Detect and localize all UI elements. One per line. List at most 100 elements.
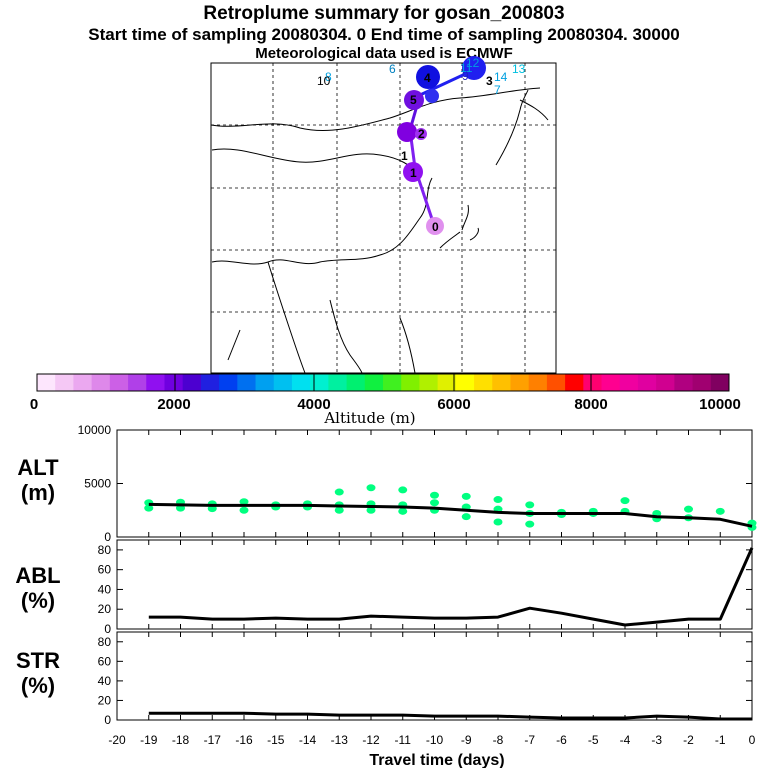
abl-panel-label: ABL [15,563,60,588]
y-tick-label: 40 [98,582,112,596]
colorbar-swatch [273,374,293,391]
panel-frame [116,539,753,630]
x-tick-label: -16 [235,733,253,747]
colorbar-swatch [674,374,694,391]
alt-panel-unit: (m) [21,480,55,505]
series-line [148,502,753,528]
panel-frame [116,631,753,721]
y-tick-label: 60 [98,563,112,577]
plume-cluster [415,128,427,140]
colorbar-swatch [291,374,311,391]
plume-cluster [462,56,486,80]
x-tick-label: -12 [362,733,380,747]
colorbar-tick-label: 6000 [437,396,470,413]
scatter-point [430,491,439,499]
colorbar-swatch [583,374,603,391]
map-label-0: 0 [432,220,439,234]
y-tick-label: 0 [104,622,111,636]
colorbar-swatch [55,374,74,391]
colorbar-swatch [637,374,657,391]
scatter-point [334,488,344,496]
scatter-point [334,506,344,514]
x-tick-label: -7 [524,733,535,747]
x-tick-label: -20 [108,733,126,747]
x-tick-label: -11 [395,733,412,747]
scatter-point [525,520,535,528]
colorbar-swatch [37,374,56,391]
colorbar-axis-label: Altitude (m) [323,409,415,427]
series-line [148,547,754,627]
colorbar-swatch [164,374,184,391]
colorbar-swatch [109,374,129,391]
colorbar-swatch [528,374,548,391]
map-label-6: 6 [389,62,396,76]
colorbar-tick-labels: 0 2000 4000 6000 8000 10000 [30,396,741,413]
colorbar-swatch [401,374,420,391]
x-tick-label: -1 [715,733,726,747]
colorbar-swatch [328,374,348,391]
colorbar-swatch [437,374,457,391]
scatter-point [493,496,503,504]
coastlines [210,87,549,374]
scatter-point [398,486,408,494]
x-tick-label: -14 [299,733,317,747]
map-label-10: 10 [317,74,331,88]
x-tick-label: -4 [620,733,631,747]
colorbar-swatch [510,374,530,391]
scatter-point [366,484,376,492]
colorbar-frame [36,373,730,392]
map-label-7: 7 [494,83,501,97]
colorbar-tick-label: 2000 [157,396,190,413]
plume-cluster [404,90,424,110]
colorbar-swatch [710,374,730,391]
trajectory-map: 0 1 1 2 3 4 5 6 7 8 9 10 11 12 13 14 [210,56,557,374]
colorbar-swatch [310,374,329,391]
x-axis-title: Travel time (days) [369,752,504,768]
scatter-point [398,507,408,515]
scatter-point [684,505,693,513]
plume-cluster [425,89,439,103]
colorbar-tick-label: 0 [30,396,38,413]
map-label-3: 3 [486,74,493,88]
x-tick-label: 0 [749,733,756,747]
colorbar-swatch [565,374,584,391]
colorbar-swatch [73,374,93,391]
y-tick-label: 5000 [84,477,111,491]
colorbar-swatch [364,374,384,391]
map-label-14: 14 [494,70,508,84]
colorbar-swatch [200,374,220,391]
colorbar-swatch [128,374,147,391]
x-tick-label: -17 [204,733,222,747]
map-label-8: 8 [325,70,332,84]
colorbar-swatch [383,374,402,391]
colorbar-swatch [255,374,275,391]
map-label-2: 2 [418,127,425,141]
colorbar-swatch [182,374,202,391]
scatter-point [715,507,725,515]
map-label-1b: 1 [401,149,408,163]
colorbar-swatch [146,374,165,391]
scatter-point [239,506,249,514]
scatter-point [366,506,376,514]
colorbar-swatch [91,374,111,391]
map-label-4: 4 [424,71,431,85]
sampling-time-subtitle: Start time of sampling 20080304. 0 End t… [88,25,680,44]
colorbar-swatch [219,374,238,391]
map-label-9: 9 [462,69,469,83]
x-tick-label: -8 [493,733,504,747]
x-tick-label: -18 [172,733,190,747]
series-line [148,711,752,721]
y-tick-label: 10000 [78,423,112,437]
x-tick-label: -9 [461,733,472,747]
y-tick-label: 40 [98,674,112,688]
map-label-13: 13 [512,62,526,76]
plume-cluster [416,65,440,89]
str-panel-label: STR [16,648,60,673]
str-panel-unit: (%) [21,673,55,698]
x-tick-label: -19 [140,733,158,747]
meteorological-data-note: Meteorological data used is ECMWF [255,45,513,62]
chart-title: Retroplume summary for gosan_200803 [203,3,565,24]
scatter-point [461,492,471,500]
